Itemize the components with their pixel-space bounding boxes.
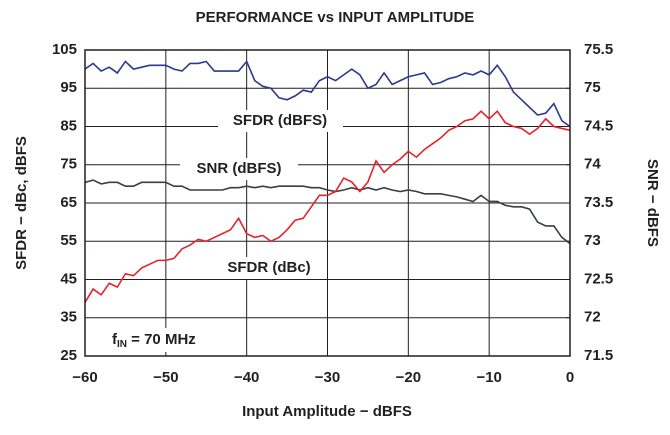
- label-background: [212, 257, 326, 279]
- y2-tick-label: 71.5: [584, 347, 613, 364]
- chart-title: PERFORMANCE vs INPUT AMPLITUDE: [196, 9, 475, 26]
- annotation-part: f: [112, 331, 118, 348]
- y2-tick-label: 74.5: [584, 117, 613, 134]
- y2-tick-label: 72: [584, 309, 601, 326]
- x-axis-label: Input Amplitude − dBFS: [242, 403, 412, 420]
- x-tick-label: −10: [476, 369, 501, 386]
- y-tick-label: 45: [60, 270, 77, 287]
- label-background: [218, 110, 343, 132]
- x-tick-label: −20: [396, 369, 421, 386]
- y2-tick-label: 73.5: [584, 194, 613, 211]
- x-tick-label: −50: [153, 369, 178, 386]
- x-tick-label: 0: [566, 369, 574, 386]
- series-label: SFDR (dBc): [227, 259, 310, 276]
- label-background: [180, 158, 298, 180]
- annotation-part: = 70 MHz: [127, 331, 196, 348]
- series-line: [84, 59, 571, 128]
- y-tick-label: 75: [60, 156, 77, 173]
- y-tick-label: 105: [52, 41, 77, 58]
- y-tick-label: 25: [60, 347, 77, 364]
- y-axis-label: SFDR − dBc, dBFS: [13, 136, 30, 270]
- y2-tick-label: 75.5: [584, 41, 613, 58]
- series-label: SFDR (dBFS): [233, 112, 327, 129]
- series-label: SNR (dBFS): [197, 160, 282, 177]
- label-background: [108, 328, 228, 352]
- x-tick-label: −40: [234, 369, 259, 386]
- annotation-part: IN: [117, 339, 127, 350]
- series-line: [84, 179, 571, 245]
- y2-tick-label: 74: [584, 156, 601, 173]
- y-tick-label: 95: [60, 79, 77, 96]
- y-tick-label: 55: [60, 232, 77, 249]
- x-tick-label: −30: [315, 369, 340, 386]
- y2-tick-label: 75: [584, 79, 601, 96]
- y2-tick-label: 72.5: [584, 270, 613, 287]
- y-tick-label: 85: [60, 117, 77, 134]
- series-line: [84, 109, 571, 303]
- annotation: fIN = 70 MHz: [112, 331, 196, 350]
- y2-axis-label: SNR − dBFS: [644, 159, 661, 247]
- plot-frame: [84, 49, 571, 357]
- y2-tick-label: 73: [584, 232, 601, 249]
- y-tick-label: 65: [60, 194, 77, 211]
- x-tick-label: −60: [72, 369, 97, 386]
- y-tick-label: 35: [60, 309, 77, 326]
